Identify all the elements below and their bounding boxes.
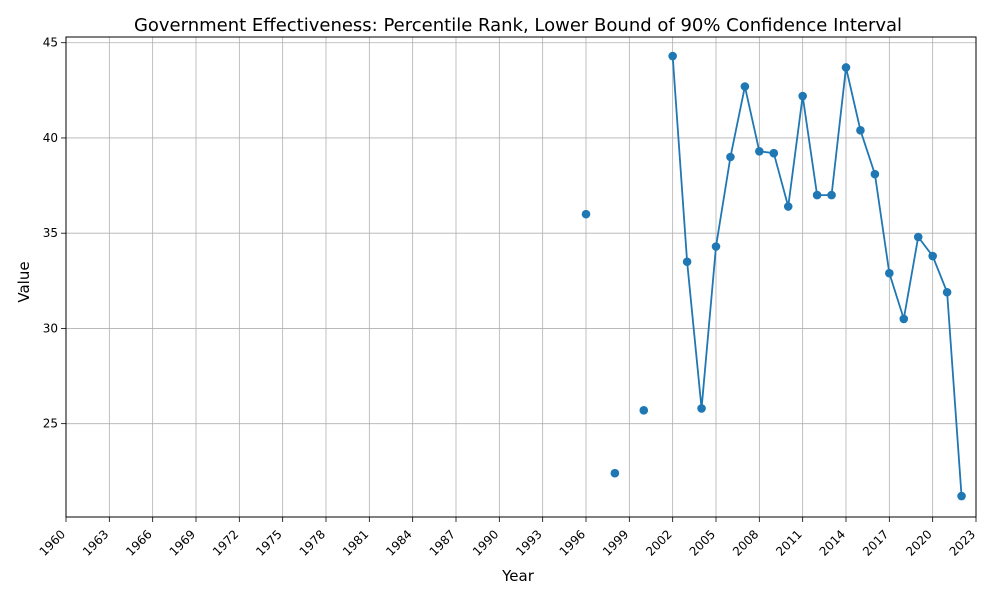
- data-point: [726, 152, 735, 162]
- y-tick-label: 40: [43, 131, 58, 145]
- chart-title: Government Effectiveness: Percentile Ran…: [134, 15, 902, 36]
- data-point: [711, 242, 721, 251]
- data-point: [885, 268, 894, 278]
- grid: [65, 37, 977, 517]
- y-tick-label: 35: [43, 226, 58, 240]
- data-point: [769, 148, 779, 158]
- data-point: [682, 257, 692, 267]
- data-point: [697, 404, 706, 413]
- data-point: [899, 314, 909, 324]
- data-point: [870, 169, 880, 179]
- data-point: [610, 468, 620, 478]
- data-point: [856, 126, 865, 135]
- data-point: [639, 406, 649, 415]
- y-tick-label: 45: [43, 36, 58, 50]
- y-tick-label: 30: [43, 321, 58, 335]
- data-point: [913, 232, 923, 242]
- x-axis-label: Year: [501, 567, 535, 585]
- series-layer: [581, 51, 966, 501]
- data-point: [928, 251, 937, 261]
- plot-frame: [65, 36, 977, 518]
- data-point: [942, 287, 952, 297]
- data-point: [841, 63, 851, 72]
- data-point: [755, 146, 764, 156]
- data-point: [812, 190, 822, 200]
- data-point: [740, 82, 750, 91]
- data-point: [798, 91, 807, 101]
- data-point: [783, 202, 793, 211]
- y-tick-label: 25: [43, 417, 58, 431]
- data-point: [581, 209, 591, 219]
- y-axis-label: Value: [15, 261, 33, 302]
- data-point: [957, 491, 966, 501]
- data-point: [668, 51, 677, 61]
- data-point: [827, 190, 836, 200]
